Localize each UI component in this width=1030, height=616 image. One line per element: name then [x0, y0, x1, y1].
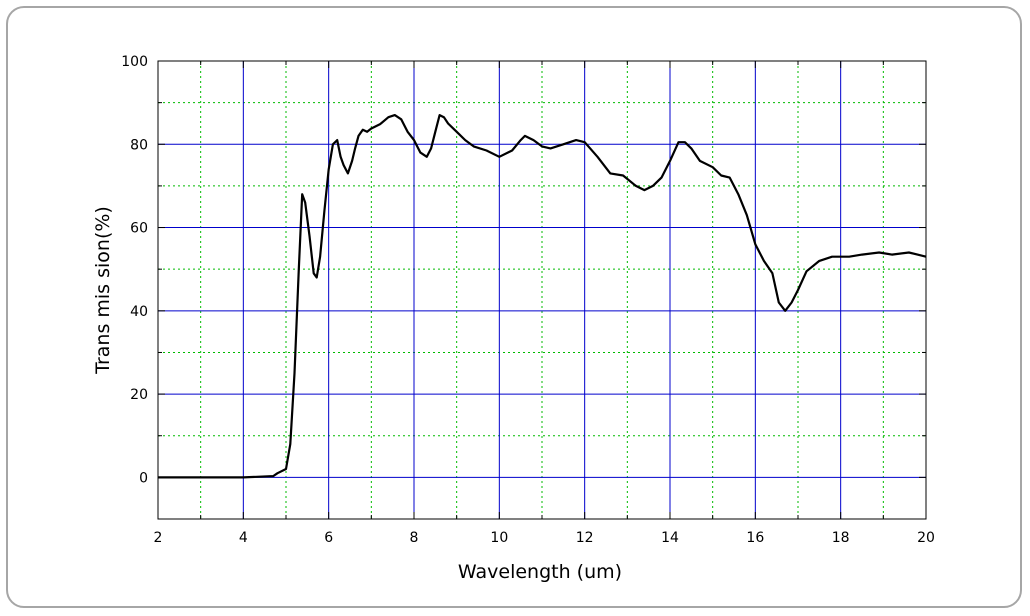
- x-tick-label: 2: [154, 530, 163, 546]
- x-tick-label: 10: [490, 530, 508, 546]
- chart-card: [6, 6, 1022, 608]
- x-tick-labels: 2 4 6 8 10 12 14 16 18 20: [154, 530, 935, 546]
- y-tick-label: 100: [121, 54, 148, 70]
- axis-ticks: [157, 60, 927, 520]
- transmission-line: [158, 114, 927, 479]
- x-tick-label: 20: [917, 530, 935, 546]
- x-tick-label: 16: [746, 530, 764, 546]
- y-tick-label: 20: [130, 387, 148, 403]
- x-tick-label: 8: [410, 530, 419, 546]
- y-tick-label: 40: [130, 304, 148, 320]
- y-axis-label: Trans mis sion(%): [92, 206, 114, 375]
- y-tick-label: 0: [139, 470, 148, 486]
- minor-grid: [158, 61, 926, 520]
- y-tick-labels: 0 20 40 60 80 100: [121, 54, 148, 486]
- x-tick-label: 4: [239, 530, 248, 546]
- x-axis-label: Wavelength (um): [458, 561, 622, 583]
- x-tick-label: 12: [576, 530, 594, 546]
- x-tick-label: 14: [661, 530, 679, 546]
- plot-frame: [157, 60, 927, 520]
- x-tick-label: 6: [324, 530, 333, 546]
- y-tick-label: 80: [130, 137, 148, 153]
- x-tick-label: 18: [832, 530, 850, 546]
- y-tick-label: 60: [130, 221, 148, 237]
- major-grid: [158, 61, 926, 519]
